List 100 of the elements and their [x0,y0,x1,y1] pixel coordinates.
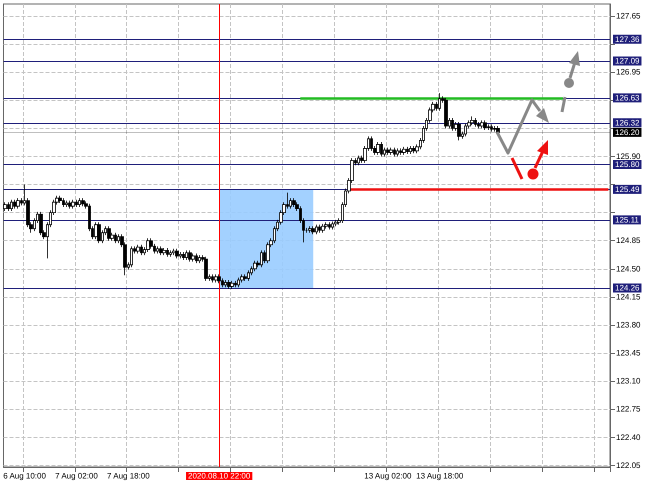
ref-line-label: 125.49 [615,184,640,194]
y-tick-label: 124.85 [616,236,642,246]
ref-line-label: 126.63 [615,93,640,102]
candlestick [457,122,461,141]
candlestick [477,122,480,129]
candlestick [311,226,315,235]
ref-line-label: 126.20 [615,128,640,137]
candlestick [490,124,493,132]
y-tick-label: 122.40 [616,432,642,442]
x-tick-label: 7 Aug 02:00 [55,472,98,480]
candlestick [130,246,133,268]
candlestick [487,124,490,130]
candlestick [65,200,68,208]
candlestick [227,280,231,290]
candlestick [211,274,214,283]
candlestick [169,250,172,258]
candlestick [402,146,406,156]
candlestick [493,126,497,132]
candlestick [3,202,7,212]
candlestick [81,198,85,207]
y-tick-label: 122.75 [616,404,642,414]
candlestick [58,195,62,204]
candlestick [318,224,321,234]
candlestick [386,147,390,156]
candlestick [224,280,227,288]
candlestick [321,223,325,234]
candlestick [159,246,163,256]
candlestick [114,232,117,244]
candlestick [253,260,257,272]
candlestick [370,136,373,152]
candlestick [204,256,208,282]
candlestick [195,253,198,264]
candlestick [230,280,234,290]
candlestick [221,278,224,288]
ref-line-label: 127.09 [615,56,640,66]
candlestick [406,146,409,154]
ref-line-label: 125.11 [615,215,640,224]
candlestick [376,142,380,156]
candlestick [237,277,240,288]
candlestick [117,234,120,244]
candlestick [464,123,467,137]
x-tick-label: 2020.08.10 22:00 [188,472,251,480]
candlestick [409,146,412,154]
candlestick [175,248,179,259]
candlestick [162,248,166,256]
candlestick [146,238,150,252]
ref-line-label: 126.32 [615,118,640,128]
x-tick-label: 13 Aug 18:00 [416,472,464,480]
candlestick [357,155,360,166]
candlestick [444,97,448,129]
y-tick-label: 123.80 [616,320,642,330]
candlestick [399,148,403,156]
candlestick [156,246,159,254]
candlestick [480,120,484,129]
candlestick [234,280,237,288]
candlestick [334,219,338,227]
ref-line-label: 124.26 [615,284,640,293]
y-tick-label: 124.15 [616,292,642,302]
candlestick [389,147,393,156]
candlestick [71,199,75,210]
candlestick [10,199,13,212]
candlestick [68,200,72,210]
candlestick [75,199,78,208]
ref-line-label: 125.80 [615,160,640,169]
candlestick [191,253,195,262]
candlestick [97,222,101,244]
candlestick [182,252,185,260]
candlestick [470,116,474,126]
y-tick-label: 125.90 [616,152,642,161]
candlestick [412,146,416,154]
candlestick [260,250,263,268]
candlestick [140,244,143,256]
candlestick [39,211,43,236]
candlestick [266,242,270,264]
candlestick [13,199,17,210]
candlestick [172,248,176,256]
candlestick [166,248,169,258]
candlestick [78,198,81,208]
candlestick [217,274,221,284]
candlestick [62,198,65,208]
y-tick-label: 123.45 [616,348,642,358]
candlestick [451,118,454,132]
candlestick [438,92,441,112]
candlestick [185,250,188,260]
candlestick [7,202,10,212]
x-tick-label: 13 Aug 02:00 [364,472,412,480]
candlestick [149,238,153,250]
candlestick [198,254,201,264]
y-tick-label: 127.65 [616,12,642,21]
x-tick-label: 6 Aug 10:00 [3,472,46,480]
y-tick-label: 123.10 [616,376,642,386]
candlestick [396,148,399,157]
candlestick [292,198,296,208]
x-tick-label: 7 Aug 18:00 [107,472,150,480]
y-tick-label: 124.50 [616,264,642,274]
candlestick [247,270,250,282]
candlestick [474,118,477,128]
y-tick-label: 126.95 [616,68,642,77]
candlestick [243,274,247,282]
candlestick [136,244,140,254]
